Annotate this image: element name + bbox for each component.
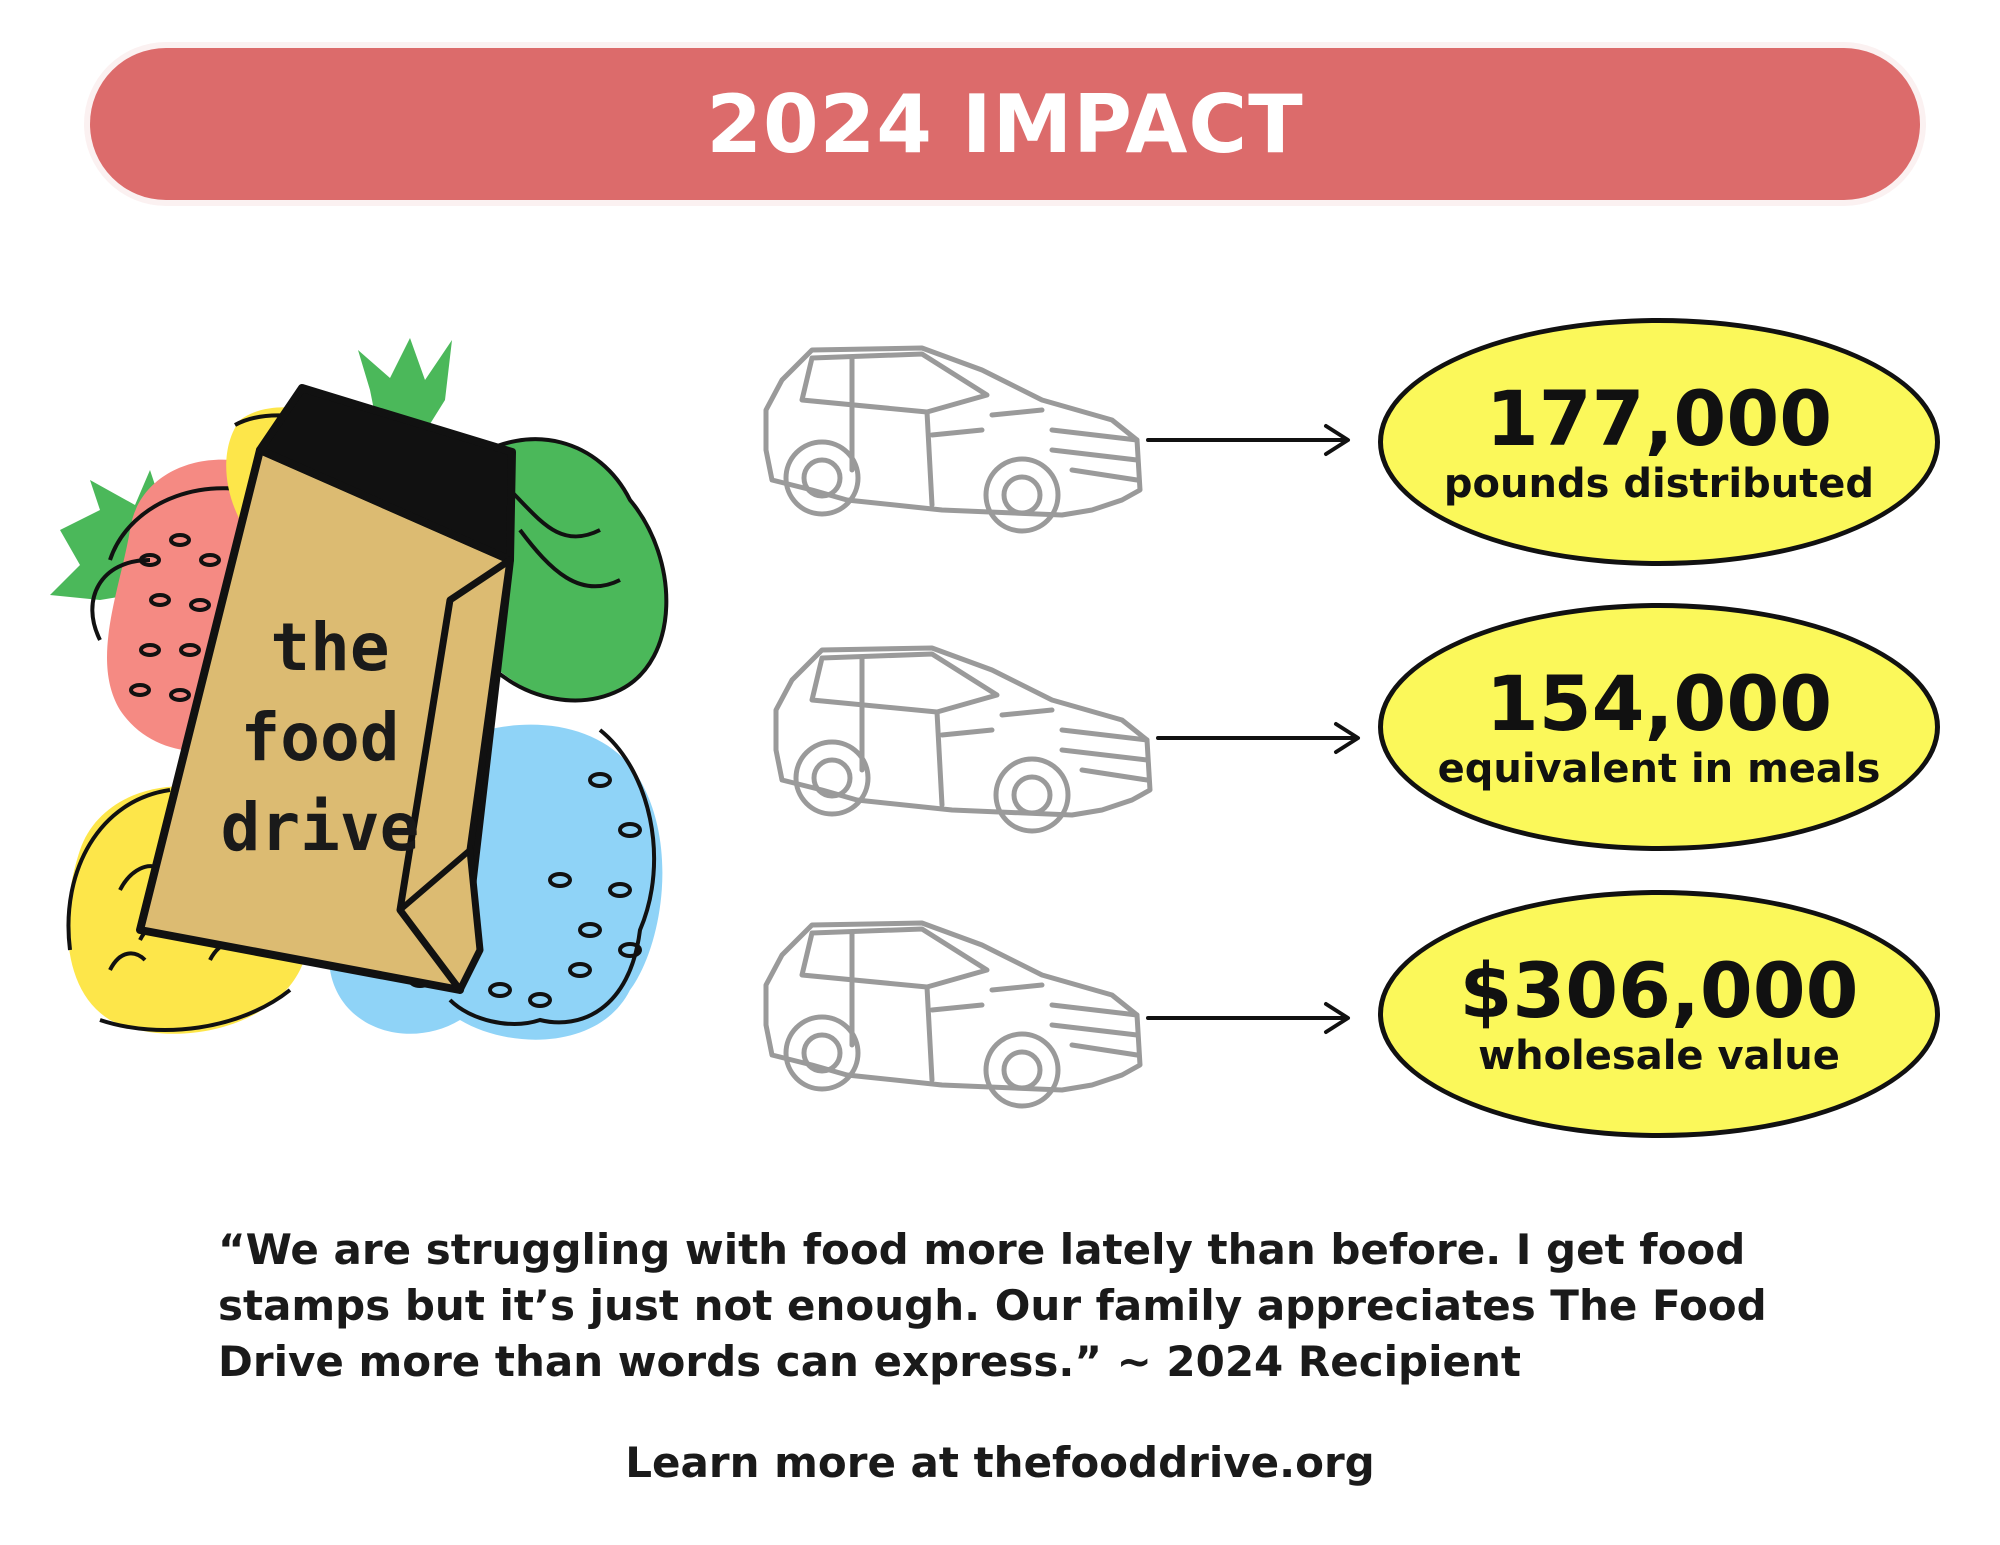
arrow-right-icon: [1146, 420, 1356, 460]
food-drive-logo: the food drive: [40, 330, 730, 1070]
logo-text-line1: the: [270, 609, 389, 686]
stat-wholesale: $306,000 wholesale value: [1378, 890, 1940, 1138]
stat-pounds: 177,000 pounds distributed: [1378, 318, 1940, 566]
footer-link-text: Learn more at thefooddrive.org: [625, 1438, 1375, 1487]
bag-top: [256, 384, 516, 564]
stat-meals: 154,000 equivalent in meals: [1378, 603, 1940, 851]
recipient-quote: “We are struggling with food more lately…: [218, 1225, 1767, 1386]
logo-text-line2: food: [241, 699, 400, 776]
arrow-right-icon: [1156, 718, 1366, 758]
page-title: 2024 IMPACT: [706, 77, 1304, 171]
stat-label: pounds distributed: [1443, 461, 1875, 507]
logo-text-line3: drive: [221, 789, 420, 866]
car-icon: [752, 340, 1144, 540]
stat-value: 154,000: [1485, 659, 1833, 748]
stat-value: 177,000: [1485, 374, 1833, 463]
stat-value: $306,000: [1459, 946, 1859, 1035]
stat-label: equivalent in meals: [1437, 746, 1881, 792]
stat-label: wholesale value: [1478, 1033, 1840, 1079]
title-banner: 2024 IMPACT: [90, 48, 1920, 200]
car-icon: [762, 640, 1154, 840]
car-icon: [752, 915, 1144, 1115]
arrow-right-icon: [1146, 998, 1356, 1038]
